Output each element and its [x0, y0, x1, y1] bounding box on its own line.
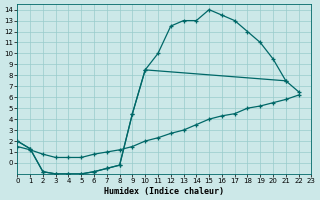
X-axis label: Humidex (Indice chaleur): Humidex (Indice chaleur) [104, 187, 224, 196]
